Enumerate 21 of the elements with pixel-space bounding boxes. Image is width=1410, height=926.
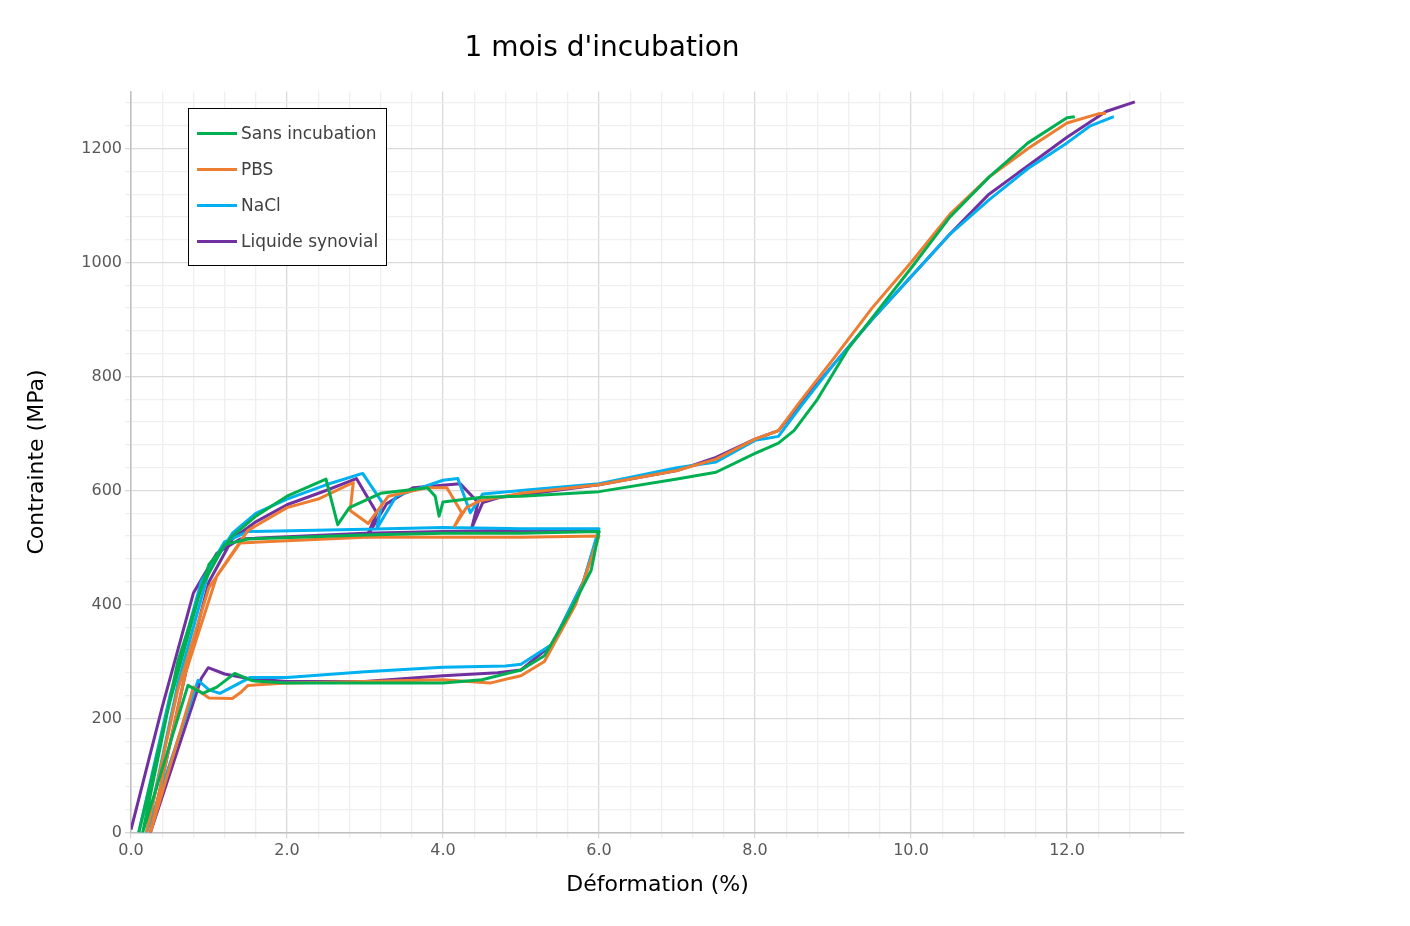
y-tick-label: 200 <box>91 707 122 727</box>
x-tick-label: 0.0 <box>118 840 144 860</box>
x-tick-label: 12.0 <box>1049 840 1085 860</box>
y-tick-label: 600 <box>91 479 122 499</box>
x-tick-label: 10.0 <box>893 840 929 860</box>
x-tick-label: 8.0 <box>742 840 768 860</box>
y-tick-label: 1000 <box>81 251 122 271</box>
legend-label: NaCl <box>241 195 281 215</box>
x-tick-label: 4.0 <box>430 840 456 860</box>
x-tick-label: 2.0 <box>274 840 300 860</box>
y-tick-label: 400 <box>91 593 122 613</box>
y-tick-label: 800 <box>91 365 122 385</box>
x-tick-label: 6.0 <box>586 840 612 860</box>
legend-label: Sans incubation <box>241 123 377 143</box>
x-axis-title: Déformation (%) <box>566 870 749 896</box>
legend-label: Liquide synovial <box>241 231 379 251</box>
y-tick-label: 0 <box>111 821 122 841</box>
legend-label: PBS <box>241 159 274 179</box>
y-tick-label: 1200 <box>81 137 122 157</box>
y-axis-title: Contrainte (MPa) <box>22 369 48 555</box>
chart-title: 1 mois d'incubation <box>464 30 740 64</box>
